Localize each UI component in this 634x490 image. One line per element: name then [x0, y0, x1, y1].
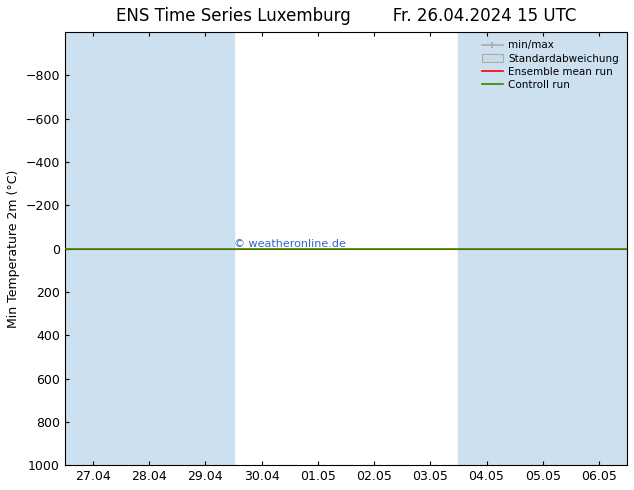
Title: ENS Time Series Luxemburg        Fr. 26.04.2024 15 UTC: ENS Time Series Luxemburg Fr. 26.04.2024… [116, 7, 576, 25]
Text: © weatheronline.de: © weatheronline.de [233, 239, 346, 248]
Bar [121, 32, 178, 465]
Bar [65, 32, 121, 465]
Bar [515, 32, 571, 465]
Bar [458, 32, 515, 465]
Bar [571, 32, 627, 465]
Y-axis label: Min Temperature 2m (°C): Min Temperature 2m (°C) [7, 170, 20, 328]
Legend: min/max, Standardabweichung, Ensemble mean run, Controll run: min/max, Standardabweichung, Ensemble me… [479, 37, 622, 93]
Bar [178, 32, 233, 465]
